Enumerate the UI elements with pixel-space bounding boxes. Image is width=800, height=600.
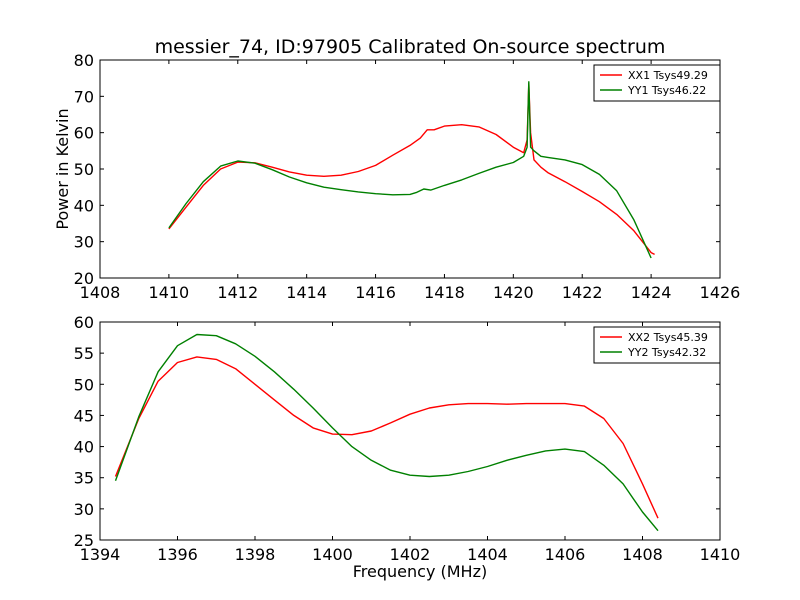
y-tick-label: 35 [74, 469, 94, 488]
legend-box [593, 64, 721, 102]
y-axis-label: Power in Kelvin [53, 108, 72, 229]
x-tick-label: 1426 [700, 283, 741, 302]
x-tick-label: 1402 [390, 545, 431, 564]
legend-entry: XX2 Tsys45.39 [628, 331, 708, 344]
y-tick-label: 45 [74, 406, 94, 425]
y-tick-label: 70 [74, 87, 94, 106]
x-tick-label: 1420 [493, 283, 534, 302]
top-panel: 1408 1410 1412 1414 1416 1418 1420 1422 1424 1426… [53, 51, 740, 302]
x-tick-label: 1422 [562, 283, 603, 302]
y-tick-label: 50 [74, 375, 94, 394]
y-tick-label: 20 [74, 269, 94, 288]
y-tick-label: 50 [74, 160, 94, 179]
x-tick-label: 1418 [424, 283, 465, 302]
y-tick-label: 40 [74, 438, 94, 457]
x-tick-label: 1424 [631, 283, 672, 302]
series-line-xx [114, 356, 659, 519]
legend: XX2 Tsys45.39 YY2 Tsys42.32 [593, 326, 721, 364]
legend-box [593, 326, 721, 364]
x-tick-label: 1404 [467, 545, 508, 564]
x-tick-label: 1406 [545, 545, 586, 564]
x-tick-label: 1394 [80, 545, 121, 564]
x-tick-label: 1398 [235, 545, 276, 564]
x-axis-label: Frequency (MHz) [353, 562, 487, 581]
y-tick-label: 25 [74, 531, 94, 550]
y-tick-label: 30 [74, 233, 94, 252]
x-tick-label: 1408 [80, 283, 121, 302]
x-tick-label: 1396 [157, 545, 198, 564]
y-tick-label: 80 [74, 51, 94, 70]
y-tick-label: 40 [74, 196, 94, 215]
x-tick-label: 1414 [286, 283, 327, 302]
series-line-xx [168, 82, 655, 256]
x-tick-label: 1408 [622, 545, 663, 564]
y-tick-label: 30 [74, 500, 94, 519]
legend-entry: YY1 Tsys46.22 [627, 84, 706, 97]
legend-entry: XX1 Tsys49.29 [628, 69, 708, 82]
y-tick-label: 55 [74, 344, 94, 363]
x-tick-label: 1410 [700, 545, 741, 564]
series-line-yy [168, 81, 652, 259]
y-tick-label: 60 [74, 124, 94, 143]
bottom-panel: 1394 1396 1398 1400 1402 1404 1406 1408 1410 25 30… [74, 313, 741, 581]
x-tick-label: 1412 [217, 283, 258, 302]
x-tick-label: 1400 [312, 545, 353, 564]
x-tick-label: 1416 [355, 283, 396, 302]
legend: XX1 Tsys49.29 YY1 Tsys46.22 [593, 64, 721, 102]
chart-title: messier_74, ID:97905 Calibrated On-sourc… [155, 36, 666, 58]
x-tick-label: 1410 [149, 283, 190, 302]
legend-entry: YY2 Tsys42.32 [627, 346, 706, 359]
series-line-yy [114, 333, 659, 532]
y-tick-label: 60 [74, 313, 94, 332]
